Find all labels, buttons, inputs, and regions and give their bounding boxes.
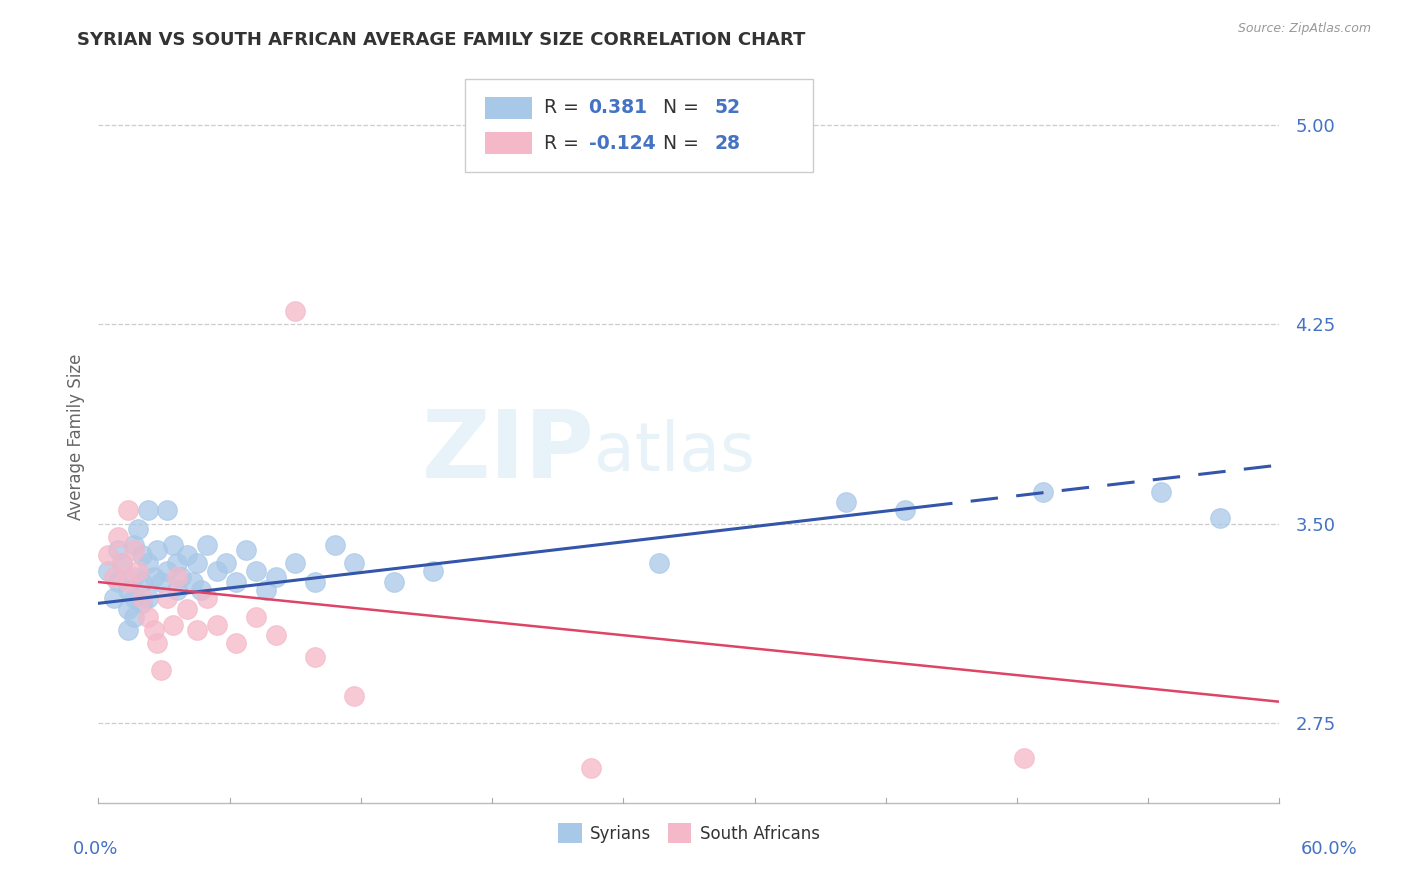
- Point: [146, 543, 169, 558]
- Point: [254, 582, 277, 597]
- Point: [107, 530, 129, 544]
- Text: N =: N =: [664, 134, 704, 153]
- Point: [170, 570, 193, 584]
- Point: [323, 538, 346, 552]
- Point: [111, 557, 134, 571]
- FancyBboxPatch shape: [464, 78, 813, 172]
- Point: [97, 549, 120, 563]
- Point: [136, 557, 159, 571]
- Point: [142, 623, 165, 637]
- Point: [166, 570, 188, 584]
- Text: N =: N =: [664, 98, 704, 118]
- Point: [122, 609, 145, 624]
- Point: [343, 690, 366, 704]
- Point: [205, 565, 228, 579]
- Text: -0.124: -0.124: [589, 134, 655, 153]
- Point: [579, 761, 602, 775]
- Point: [136, 503, 159, 517]
- Point: [146, 636, 169, 650]
- Point: [648, 557, 671, 571]
- Point: [195, 591, 218, 605]
- Point: [142, 570, 165, 584]
- Point: [225, 575, 247, 590]
- Point: [122, 591, 145, 605]
- Point: [156, 591, 179, 605]
- Point: [103, 591, 125, 605]
- Point: [103, 570, 125, 584]
- Point: [304, 649, 326, 664]
- Point: [343, 557, 366, 571]
- Point: [156, 503, 179, 517]
- Point: [122, 543, 145, 558]
- Point: [127, 565, 149, 579]
- Point: [264, 570, 287, 584]
- Point: [422, 565, 444, 579]
- Point: [136, 591, 159, 605]
- Legend: Syrians, South Africans: Syrians, South Africans: [551, 817, 827, 849]
- Point: [131, 549, 153, 563]
- Point: [894, 503, 917, 517]
- Point: [205, 617, 228, 632]
- Point: [245, 565, 267, 579]
- Point: [304, 575, 326, 590]
- Point: [166, 582, 188, 597]
- Text: R =: R =: [544, 134, 585, 153]
- Point: [264, 628, 287, 642]
- Point: [107, 543, 129, 558]
- Point: [131, 575, 153, 590]
- Point: [284, 557, 307, 571]
- Point: [150, 663, 173, 677]
- Point: [166, 557, 188, 571]
- Point: [215, 557, 238, 571]
- Point: [186, 557, 208, 571]
- Point: [117, 601, 139, 615]
- Point: [150, 575, 173, 590]
- Point: [190, 582, 212, 597]
- Point: [162, 617, 184, 632]
- Point: [122, 538, 145, 552]
- Y-axis label: Average Family Size: Average Family Size: [66, 354, 84, 520]
- Point: [107, 575, 129, 590]
- Point: [195, 538, 218, 552]
- Point: [156, 565, 179, 579]
- Point: [162, 538, 184, 552]
- Point: [1150, 484, 1173, 499]
- Text: Source: ZipAtlas.com: Source: ZipAtlas.com: [1237, 22, 1371, 36]
- Point: [131, 591, 153, 605]
- Point: [117, 575, 139, 590]
- Text: 0.0%: 0.0%: [73, 840, 118, 858]
- Point: [176, 601, 198, 615]
- Text: 28: 28: [714, 134, 741, 153]
- FancyBboxPatch shape: [485, 97, 531, 119]
- Point: [181, 575, 204, 590]
- Text: R =: R =: [544, 98, 585, 118]
- Point: [117, 503, 139, 517]
- Text: SYRIAN VS SOUTH AFRICAN AVERAGE FAMILY SIZE CORRELATION CHART: SYRIAN VS SOUTH AFRICAN AVERAGE FAMILY S…: [77, 31, 806, 49]
- Point: [122, 570, 145, 584]
- Point: [225, 636, 247, 650]
- Text: 0.381: 0.381: [589, 98, 648, 118]
- Text: atlas: atlas: [595, 418, 755, 484]
- Point: [1209, 511, 1232, 525]
- FancyBboxPatch shape: [485, 132, 531, 154]
- Point: [176, 549, 198, 563]
- Point: [382, 575, 405, 590]
- Point: [117, 582, 139, 597]
- Point: [136, 609, 159, 624]
- Point: [97, 565, 120, 579]
- Point: [1032, 484, 1054, 499]
- Point: [835, 495, 858, 509]
- Point: [117, 623, 139, 637]
- Point: [111, 557, 134, 571]
- Point: [131, 596, 153, 610]
- Point: [186, 623, 208, 637]
- Point: [127, 522, 149, 536]
- Point: [245, 609, 267, 624]
- Point: [1012, 750, 1035, 764]
- Text: 52: 52: [714, 98, 741, 118]
- Point: [284, 303, 307, 318]
- Text: 60.0%: 60.0%: [1301, 840, 1357, 858]
- Point: [235, 543, 257, 558]
- Text: ZIP: ZIP: [422, 406, 595, 498]
